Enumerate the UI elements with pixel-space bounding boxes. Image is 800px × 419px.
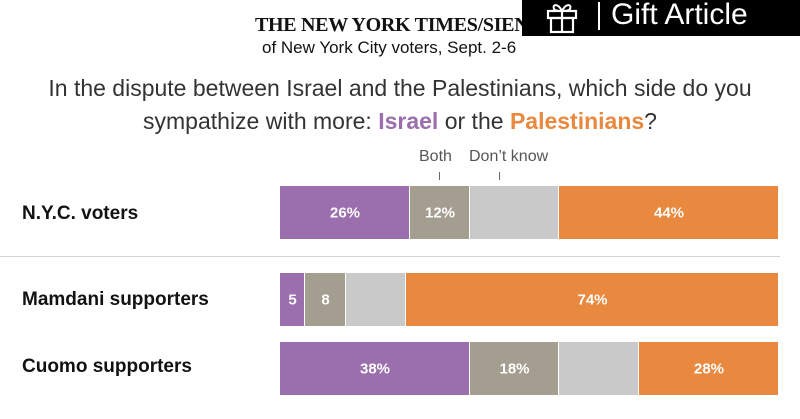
label-mamdani-supporters-both: 8	[321, 292, 329, 309]
bar-mamdani-supporters-palestinians	[406, 273, 778, 326]
bar-cuomo-supporters-israel	[280, 342, 469, 395]
poll-subtitle: of New York City voters, Sept. 2-6	[262, 38, 517, 57]
question-palestinians: Palestinians	[509, 108, 645, 134]
gift-divider	[598, 2, 600, 30]
label-nyc-voters-palestinians: 44%	[654, 205, 684, 222]
row-label-cuomo-supporters: Cuomo supporters	[22, 356, 192, 377]
question-part-1: In the dispute between Israel and the Pa…	[48, 75, 752, 134]
bar-cuomo-supporters-both	[470, 342, 558, 395]
row-label-mamdani-supporters: Mamdani supporters	[22, 289, 209, 310]
header-tick-dont-know	[499, 172, 500, 180]
bar-cuomo-supporters-palestinians	[639, 342, 778, 395]
bar-nyc-voters-both	[410, 186, 469, 239]
label-nyc-voters-israel: 26%	[330, 205, 360, 222]
label-mamdani-supporters-israel: 5	[288, 292, 296, 309]
label-cuomo-supporters-palestinians: 28%	[694, 361, 724, 378]
gift-article-label: Gift Article	[611, 0, 748, 31]
bar-mamdani-supporters-both	[305, 273, 345, 326]
label-nyc-voters-both: 12%	[425, 205, 455, 222]
question-israel: Israel	[378, 108, 439, 134]
bar-mamdani-supporters-israel	[280, 273, 304, 326]
label-cuomo-supporters-israel: 38%	[360, 361, 390, 378]
header-label-both: Both	[419, 148, 452, 165]
row-divider	[0, 256, 780, 257]
bar-mamdani-supporters-dont-know	[346, 273, 405, 326]
question-end: ?	[644, 108, 657, 134]
header-label-dont-know: Don’t know	[469, 148, 549, 165]
poll-title: THE NEW YORK TIMES/SIENA POLL	[255, 14, 600, 36]
row-label-nyc-voters: N.Y.C. voters	[22, 203, 139, 224]
question-text: In the dispute between Israel and the Pa…	[0, 72, 800, 138]
label-cuomo-supporters-both: 18%	[499, 361, 529, 378]
bar-nyc-voters-dont-know	[470, 186, 558, 239]
question-middle: or the	[438, 108, 510, 134]
gift-icon	[546, 4, 578, 34]
header-tick-both	[439, 172, 440, 180]
label-mamdani-supporters-palestinians: 74%	[577, 292, 607, 309]
bar-nyc-voters-israel	[280, 186, 409, 239]
bar-cuomo-supporters-dont-know	[559, 342, 638, 395]
bar-nyc-voters-palestinians	[559, 186, 778, 239]
gift-article-button[interactable]: Gift Article	[522, 0, 800, 36]
